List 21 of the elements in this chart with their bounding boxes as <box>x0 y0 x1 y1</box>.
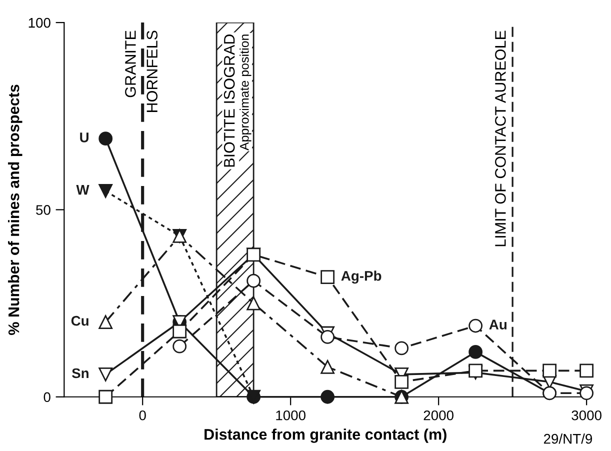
annotation: Approximate position <box>240 34 252 150</box>
y-tick-label: 50 <box>36 205 50 215</box>
x-axis-title: Distance from granite contact (m) <box>204 428 446 443</box>
series-label: Sn <box>72 368 88 378</box>
ref-line-label: LIMIT OF CONTACT AUREOLE <box>495 30 506 246</box>
series-label: W <box>76 185 90 195</box>
x-tick-label: 1000 <box>276 410 306 420</box>
series-label: Ag-Pb <box>341 270 382 284</box>
y-tick-label: 100 <box>28 18 50 28</box>
series-label: Au <box>489 320 506 330</box>
ref-line-label: GRANITE <box>125 30 136 98</box>
band-label: BIOTITE ISOGRAD <box>224 34 235 167</box>
series-label: U <box>80 132 88 142</box>
y-tick-label: 0 <box>44 392 50 402</box>
series-label: Cu <box>71 316 88 326</box>
x-tick-label: 3000 <box>572 410 602 420</box>
annotation: HORNFELS <box>146 30 158 112</box>
x-tick-label: 2000 <box>424 410 454 420</box>
y-axis-title: % Number of mines and prospects <box>8 84 22 335</box>
text: 29/NT/9 <box>544 434 592 444</box>
x-tick-label: 0 <box>139 410 146 420</box>
